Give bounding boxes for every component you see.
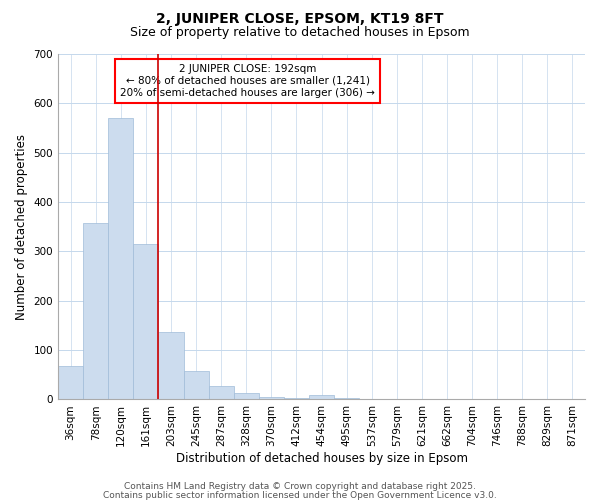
Bar bbox=[309, 394, 334, 400]
Bar bbox=[209, 386, 233, 400]
Bar bbox=[108, 118, 133, 400]
Bar bbox=[184, 372, 209, 400]
Bar bbox=[284, 398, 309, 400]
Text: Contains public sector information licensed under the Open Government Licence v3: Contains public sector information licen… bbox=[103, 490, 497, 500]
Y-axis label: Number of detached properties: Number of detached properties bbox=[15, 134, 28, 320]
Bar bbox=[259, 397, 284, 400]
Bar bbox=[58, 366, 83, 400]
Bar bbox=[158, 332, 184, 400]
Bar bbox=[133, 244, 158, 400]
Bar bbox=[334, 398, 359, 400]
Text: 2, JUNIPER CLOSE, EPSOM, KT19 8FT: 2, JUNIPER CLOSE, EPSOM, KT19 8FT bbox=[156, 12, 444, 26]
Bar bbox=[83, 223, 108, 400]
Text: 2 JUNIPER CLOSE: 192sqm
← 80% of detached houses are smaller (1,241)
20% of semi: 2 JUNIPER CLOSE: 192sqm ← 80% of detache… bbox=[121, 64, 375, 98]
Text: Contains HM Land Registry data © Crown copyright and database right 2025.: Contains HM Land Registry data © Crown c… bbox=[124, 482, 476, 491]
X-axis label: Distribution of detached houses by size in Epsom: Distribution of detached houses by size … bbox=[176, 452, 467, 465]
Text: Size of property relative to detached houses in Epsom: Size of property relative to detached ho… bbox=[130, 26, 470, 39]
Bar bbox=[233, 392, 259, 400]
